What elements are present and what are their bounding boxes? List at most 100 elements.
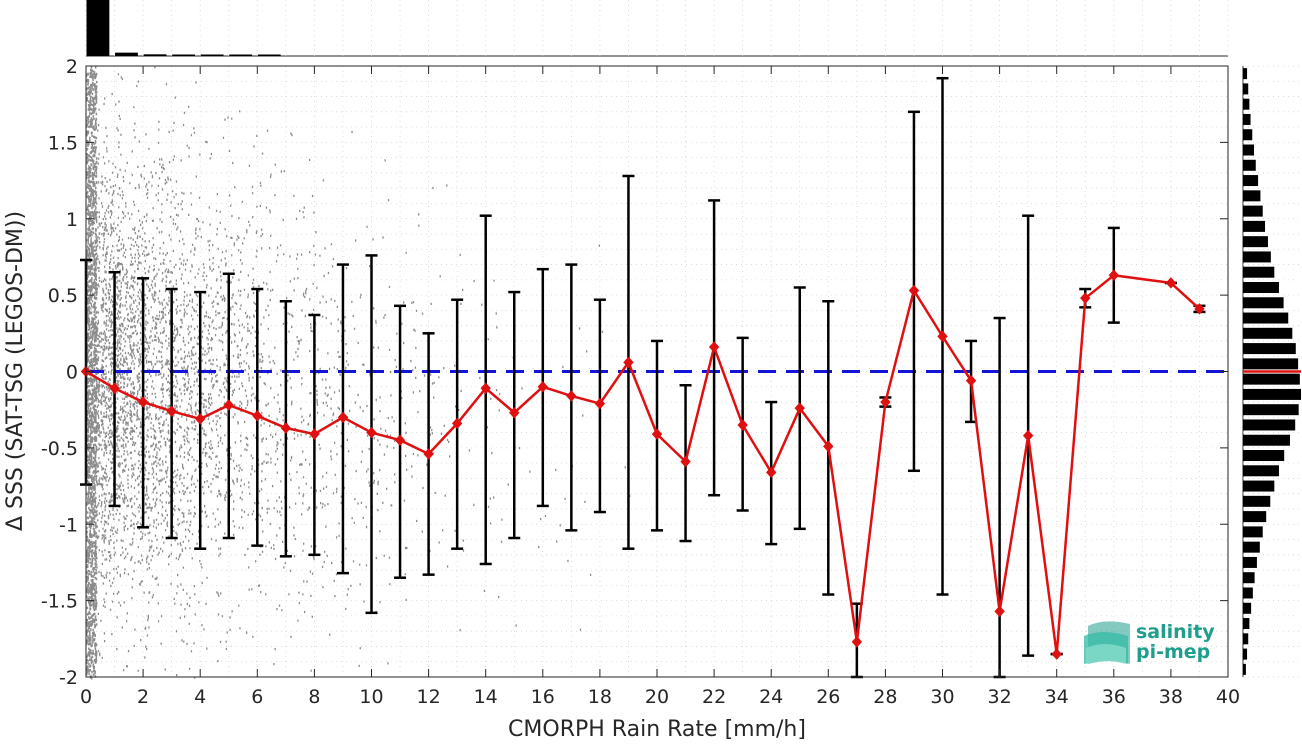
x-tick-label: 0 bbox=[80, 686, 92, 708]
right-histogram-bar bbox=[1243, 327, 1293, 339]
mean-marker bbox=[566, 390, 577, 402]
right-histogram-bar bbox=[1243, 236, 1268, 248]
mean-marker bbox=[651, 428, 663, 440]
mean-marker bbox=[880, 396, 891, 408]
mean-marker bbox=[1165, 277, 1177, 289]
right-histogram-bar bbox=[1243, 541, 1260, 553]
logo-line1: salinity bbox=[1136, 621, 1215, 643]
right-histogram-bar bbox=[1243, 633, 1249, 645]
mean-marker bbox=[623, 356, 634, 369]
right-histogram-bar bbox=[1243, 68, 1248, 80]
mean-markers bbox=[80, 269, 1205, 660]
right-histogram-bar bbox=[1243, 98, 1250, 110]
y-axis-label: Δ SSS (SAT-TSG (LEGOS-DM)) bbox=[3, 211, 28, 531]
mean-marker bbox=[1022, 429, 1034, 442]
right-histogram-bar bbox=[1243, 205, 1263, 217]
wave-logo-icon bbox=[1084, 621, 1130, 664]
x-tick-label: 12 bbox=[417, 686, 441, 708]
scatter-cloud bbox=[86, 66, 631, 680]
right-histogram-bar bbox=[1243, 602, 1252, 614]
right-histogram-bar bbox=[1243, 297, 1284, 309]
y-tick-label: -2 bbox=[59, 667, 78, 689]
mean-marker bbox=[680, 455, 691, 468]
right-histogram-bar bbox=[1243, 495, 1271, 507]
right-histogram-bar bbox=[1243, 266, 1275, 278]
mean-marker bbox=[423, 448, 434, 460]
right-histogram-bar bbox=[1243, 343, 1296, 355]
top-histogram-bar bbox=[143, 54, 167, 56]
right-histogram-bar bbox=[1243, 587, 1253, 599]
right-histogram-bar bbox=[1243, 480, 1275, 492]
salinity-pi-mep-logo: salinity pi-mep bbox=[1084, 621, 1215, 664]
x-tick-label: 22 bbox=[702, 686, 726, 708]
right-histogram-bar bbox=[1243, 572, 1255, 584]
x-tick-label: 24 bbox=[759, 686, 783, 708]
mean-marker bbox=[252, 410, 263, 422]
mean-marker bbox=[337, 411, 349, 424]
right-histogram-bar bbox=[1243, 434, 1290, 446]
mean-marker bbox=[965, 374, 977, 387]
x-tick-label: 14 bbox=[474, 686, 498, 708]
right-histogram-bar bbox=[1243, 220, 1266, 232]
y-tick-label: 1 bbox=[66, 209, 78, 231]
y-tick-label: -1.5 bbox=[41, 591, 78, 613]
mean-marker bbox=[937, 330, 948, 343]
mean-marker bbox=[1194, 303, 1205, 315]
right-histogram-bar bbox=[1243, 144, 1255, 156]
mean-marker bbox=[394, 434, 406, 446]
top-histogram bbox=[85, 0, 1229, 57]
y-tick-label: 1.5 bbox=[48, 132, 78, 154]
top-histogram-bar bbox=[229, 54, 253, 56]
mean-marker bbox=[708, 341, 720, 353]
y-tick-label: 0 bbox=[66, 362, 78, 384]
right-histogram-bar bbox=[1243, 113, 1251, 125]
right-histogram-bar bbox=[1243, 465, 1279, 477]
right-histogram-bar bbox=[1243, 419, 1296, 431]
right-histogram-bar bbox=[1243, 618, 1250, 630]
right-histogram-bar bbox=[1243, 129, 1253, 141]
x-tick-label: 34 bbox=[1045, 686, 1069, 708]
top-histogram-bar bbox=[257, 54, 281, 56]
y-tick-label: 0.5 bbox=[48, 285, 78, 307]
mean-marker bbox=[223, 399, 234, 411]
x-tick-label: 36 bbox=[1102, 686, 1126, 708]
right-histogram-bar bbox=[1243, 404, 1299, 416]
x-axis-ticks: 0 2 4 6 8 10 12 14 16 18 20 22 24 26 28 30 32 34 36 38 40 bbox=[80, 66, 1240, 708]
mean-marker bbox=[109, 382, 120, 395]
x-tick-label: 18 bbox=[588, 686, 612, 708]
right-histogram-bar bbox=[1243, 312, 1289, 324]
right-histogram-bar bbox=[1243, 358, 1299, 370]
y-axis-ticks: 2 1.5 1 0.5 0 -0.5 -1 -1.5 -2 bbox=[41, 56, 1228, 689]
y-tick-label: -0.5 bbox=[41, 438, 78, 460]
mean-marker bbox=[594, 397, 606, 410]
mean-marker bbox=[366, 426, 377, 439]
mean-marker bbox=[1108, 269, 1119, 282]
x-tick-label: 40 bbox=[1216, 686, 1240, 708]
mean-marker bbox=[908, 284, 920, 297]
right-histogram bbox=[1242, 65, 1301, 678]
logo-line2: pi-mep bbox=[1136, 641, 1210, 663]
right-histogram-bar bbox=[1243, 526, 1263, 538]
right-histogram-bar bbox=[1243, 83, 1249, 95]
right-histogram-bar bbox=[1243, 175, 1259, 187]
x-tick-label: 4 bbox=[194, 686, 206, 708]
right-histogram-bar bbox=[1243, 190, 1261, 202]
x-tick-label: 26 bbox=[816, 686, 840, 708]
x-tick-label: 30 bbox=[930, 686, 954, 708]
right-histogram-bar bbox=[1243, 159, 1256, 171]
mean-marker bbox=[737, 419, 748, 431]
mean-marker bbox=[166, 405, 177, 417]
x-tick-label: 20 bbox=[645, 686, 669, 708]
right-histogram-bar bbox=[1243, 281, 1279, 293]
right-histogram-bar bbox=[1243, 556, 1257, 568]
top-histogram-bar bbox=[172, 54, 195, 56]
top-histogram-bar bbox=[115, 52, 138, 56]
x-tick-label: 28 bbox=[873, 686, 897, 708]
right-histogram-bar bbox=[1243, 388, 1301, 400]
x-tick-label: 10 bbox=[359, 686, 383, 708]
x-axis-label: CMORPH Rain Rate [mm/h] bbox=[508, 717, 806, 742]
main-plot: 0 2 4 6 8 10 12 14 16 18 20 22 24 26 28 30 32 34 36 38 40 21… bbox=[41, 56, 1240, 708]
mean-marker bbox=[451, 417, 463, 430]
y-tick-label: -1 bbox=[59, 514, 78, 536]
